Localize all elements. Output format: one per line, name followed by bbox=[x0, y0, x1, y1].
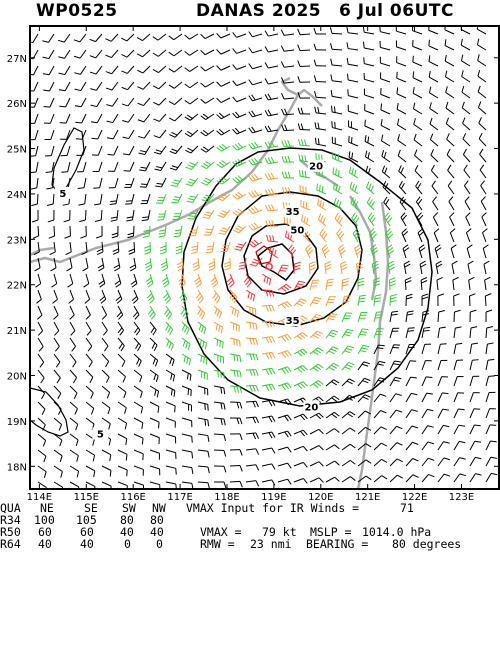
cell-ne: 40 bbox=[38, 538, 52, 550]
lon-tick-label: 118E bbox=[214, 492, 239, 500]
lat-tick-label: 26N bbox=[7, 99, 27, 110]
lat-tick-label: 19N bbox=[7, 417, 27, 428]
lat-tick-label: 25N bbox=[7, 145, 27, 156]
vmax-ir-value: 71 bbox=[400, 502, 414, 514]
rmw-label: RMW = bbox=[200, 538, 235, 550]
vmax-ir-label: VMAX Input for IR Winds = bbox=[186, 502, 359, 514]
lat-tick-label: 18N bbox=[7, 462, 27, 473]
lat-tick-label: 21N bbox=[7, 326, 27, 337]
cell-se: 40 bbox=[80, 538, 94, 550]
map-background bbox=[30, 26, 499, 489]
lat-tick-label: 20N bbox=[7, 372, 27, 383]
contour-label: 5 bbox=[59, 189, 66, 200]
wind-analysis-map: 18N 19N 20N 21N 22N 23N 24N 25N 26N 27N 114E 115E 11… bbox=[0, 0, 500, 500]
contour-label: 35 bbox=[286, 316, 300, 327]
bearing-value: 80 degrees bbox=[392, 538, 461, 550]
lon-tick-label: 122E bbox=[402, 492, 427, 500]
bearing-label: BEARING = bbox=[306, 538, 368, 550]
contour-label: 20 bbox=[309, 162, 323, 173]
lon-tick-label: 120E bbox=[308, 492, 333, 500]
lon-tick-label: 114E bbox=[27, 492, 52, 500]
lat-tick-label: 24N bbox=[7, 190, 27, 201]
lon-tick-label: 119E bbox=[261, 492, 286, 500]
lat-tick-label: 22N bbox=[7, 281, 27, 292]
lon-tick-label: 117E bbox=[167, 492, 192, 500]
lon-tick-label: 116E bbox=[120, 492, 145, 500]
rmw-value: 23 nmi bbox=[250, 538, 292, 550]
cell-sw: 0 bbox=[124, 538, 131, 550]
contour-label: 35 bbox=[286, 207, 300, 218]
lat-tick-label: 27N bbox=[7, 54, 27, 65]
lon-tick-label: 121E bbox=[355, 492, 380, 500]
row-label: R64 bbox=[0, 538, 21, 550]
lat-tick-label: 23N bbox=[7, 235, 27, 246]
contour-label: 20 bbox=[304, 402, 318, 413]
lon-tick-label: 115E bbox=[74, 492, 99, 500]
contour-label: 50 bbox=[290, 225, 304, 236]
table-row-r64: R64 40 40 0 0 RMW = 23 nmi BEARING = 80 … bbox=[0, 538, 28, 550]
info-panel: QUA NE SE SW NW VMAX Input for IR Winds … bbox=[0, 502, 500, 552]
lon-tick-label: 123E bbox=[449, 492, 474, 500]
cell-nw: 0 bbox=[156, 538, 163, 550]
contour-label: 5 bbox=[97, 430, 104, 441]
